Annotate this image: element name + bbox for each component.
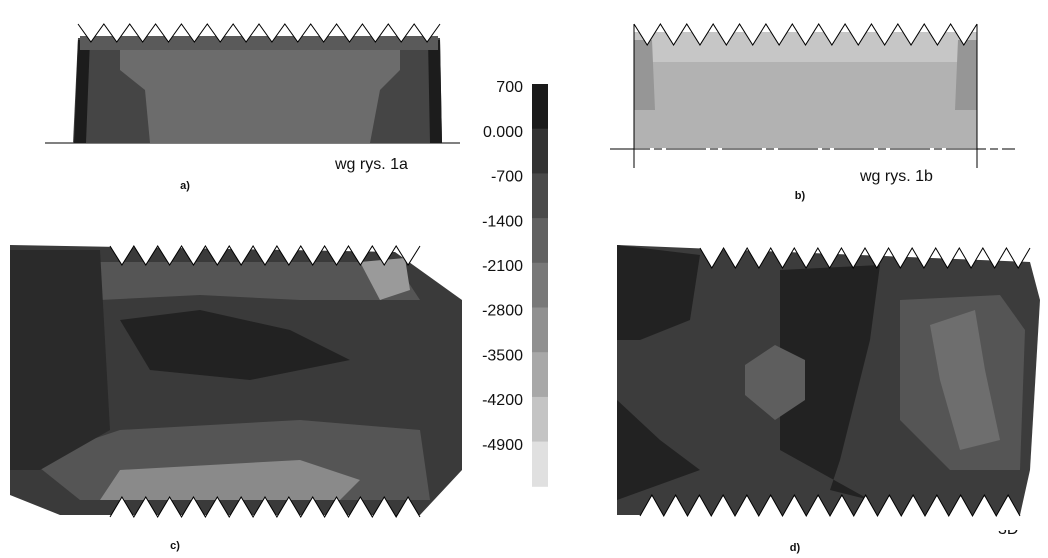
margin xyxy=(632,10,979,24)
colorbar-band xyxy=(532,442,548,487)
colorbar-label: 700 xyxy=(496,79,523,96)
colorbar-band xyxy=(532,84,548,129)
colorbar-label: -700 xyxy=(491,169,523,186)
panel-label: a) xyxy=(180,180,190,192)
panel-label: d) xyxy=(790,542,801,554)
colorbar-label: -4900 xyxy=(482,437,523,454)
margin xyxy=(76,10,442,24)
margin xyxy=(108,232,422,246)
colorbar-label: -2100 xyxy=(482,258,523,275)
panel-c xyxy=(10,245,462,515)
margin xyxy=(108,517,422,531)
contour xyxy=(10,250,110,470)
colorbar-band xyxy=(532,263,548,308)
colorbar-label: -4200 xyxy=(482,392,523,409)
colorbar-label: -2800 xyxy=(482,303,523,320)
margin xyxy=(638,516,1022,530)
panel-a xyxy=(45,36,460,143)
figure: 700 0.000 -700 -1400 -2100 -2800 -3500 -4200 -49… xyxy=(0,0,1048,558)
contour xyxy=(80,36,438,50)
colorbar-band xyxy=(532,173,548,218)
colorbar: 700 0.000 -700 -1400 -2100 -2800 -3500 -4200 -49… xyxy=(482,79,548,487)
colorbar-label: 0.000 xyxy=(483,124,523,141)
colorbar-label: -3500 xyxy=(482,347,523,364)
colorbar-band xyxy=(532,129,548,174)
caption: wg rys. 1a xyxy=(334,156,408,173)
colorbar-band xyxy=(532,352,548,397)
panel-label: b) xyxy=(795,190,806,202)
colorbar-band xyxy=(532,397,548,442)
panel-d xyxy=(617,245,1040,515)
panel-label: c) xyxy=(170,540,180,552)
caption: wg rys. 1b xyxy=(859,168,933,185)
colorbar-band xyxy=(532,308,548,353)
colorbar-band xyxy=(532,218,548,263)
contour xyxy=(120,40,400,143)
margin xyxy=(698,234,1032,248)
colorbar-label: -1400 xyxy=(482,213,523,230)
